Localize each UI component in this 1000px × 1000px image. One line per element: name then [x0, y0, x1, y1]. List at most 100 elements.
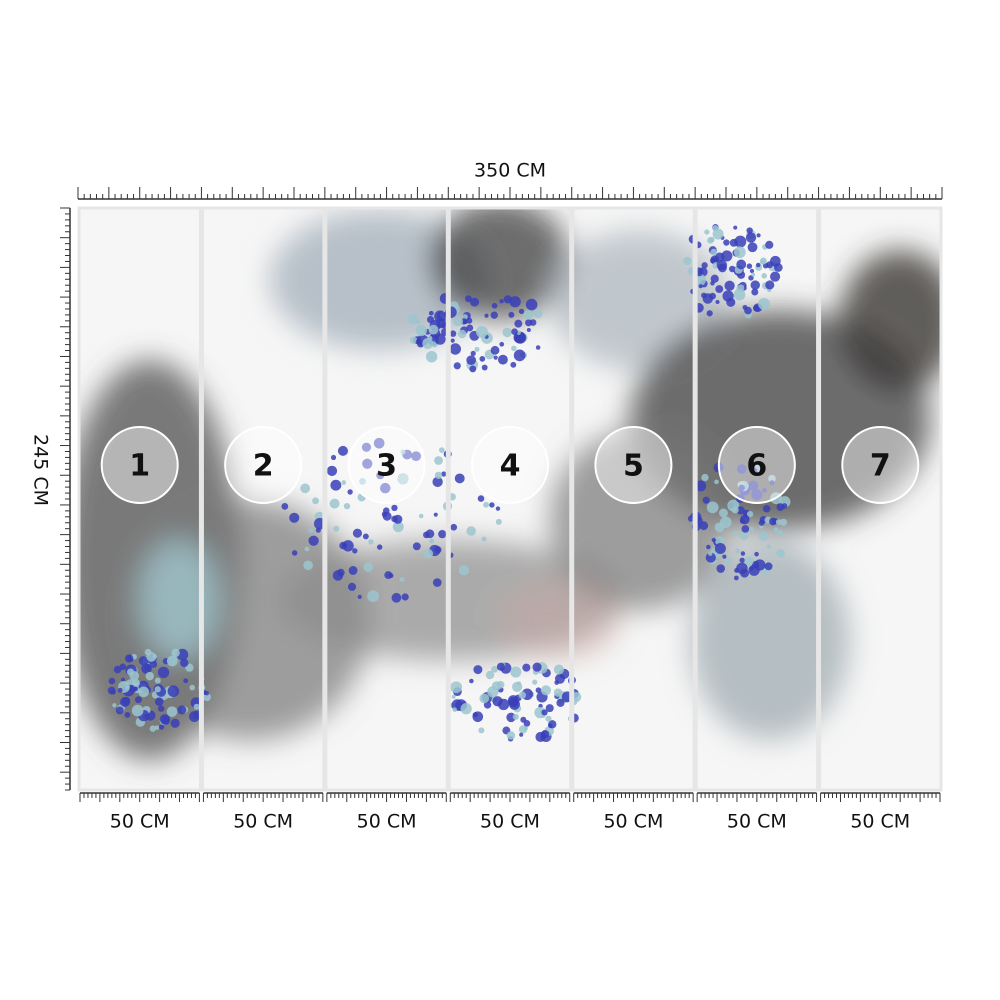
dot [532, 679, 538, 685]
dot [441, 322, 447, 329]
dot [514, 319, 523, 328]
number-badge [594, 426, 673, 504]
dot [758, 297, 770, 310]
dot [683, 256, 692, 266]
panel-frame [200, 206, 326, 792]
dot [128, 684, 137, 693]
dot [449, 343, 462, 355]
dot [516, 681, 522, 686]
dot [768, 474, 776, 483]
dot [458, 564, 470, 576]
dot [766, 544, 771, 549]
dot [739, 514, 750, 525]
dot [746, 263, 753, 269]
dot [342, 542, 347, 547]
dot [112, 703, 117, 708]
dot [472, 711, 484, 723]
dot [134, 696, 142, 704]
dot [368, 539, 374, 545]
dot [304, 546, 310, 552]
dot [479, 693, 490, 704]
dot [755, 262, 761, 268]
dot [751, 272, 756, 277]
dot [373, 437, 385, 449]
dot [473, 665, 483, 675]
dot [734, 235, 747, 248]
dot [532, 662, 542, 672]
dot [523, 726, 528, 731]
dot [409, 336, 418, 344]
dot [407, 313, 419, 325]
dot [512, 713, 519, 720]
dot [734, 567, 740, 573]
dot [739, 557, 745, 563]
panel-number: 6 [746, 449, 767, 484]
dot [765, 240, 774, 249]
panel-frame [324, 206, 449, 792]
dot [425, 529, 435, 539]
dot [518, 308, 525, 315]
dot [518, 691, 527, 699]
dot [706, 501, 719, 514]
dot [745, 232, 757, 243]
dot [762, 504, 771, 513]
height-label: 245 CM [30, 434, 52, 506]
number-badge [224, 426, 303, 504]
dot [748, 480, 759, 491]
dot [124, 654, 134, 663]
dot [511, 345, 517, 352]
dot [434, 333, 446, 345]
dot [418, 513, 424, 519]
dot [454, 473, 465, 484]
dot [701, 262, 708, 269]
dot [154, 697, 164, 707]
dot [490, 311, 498, 319]
dot [450, 338, 455, 343]
dot [376, 471, 385, 480]
dot [422, 337, 434, 349]
dot [747, 242, 758, 253]
dot [722, 554, 727, 559]
dot [337, 445, 348, 456]
dot [481, 536, 487, 542]
dot [525, 298, 538, 311]
panel-frame [77, 206, 202, 792]
dot [734, 548, 741, 554]
dot [469, 365, 477, 373]
panel-width-label: 50 CM [480, 811, 540, 833]
dot [450, 523, 458, 531]
dot [481, 364, 488, 371]
dot [166, 706, 178, 717]
dot [150, 660, 158, 668]
dot [502, 327, 512, 338]
dot [138, 656, 149, 666]
artwork [78, 208, 942, 790]
dot [701, 292, 707, 299]
dot [746, 510, 754, 518]
dot [764, 562, 773, 571]
dot [773, 263, 783, 272]
dot [415, 339, 421, 344]
dot [166, 655, 178, 667]
dot [754, 559, 766, 571]
dot [699, 521, 709, 531]
dot [474, 346, 480, 352]
dot [739, 531, 749, 541]
dot [491, 665, 498, 673]
dot [357, 594, 362, 599]
dot [189, 684, 196, 691]
dot [499, 298, 504, 304]
dot [352, 548, 358, 554]
dot [347, 489, 353, 495]
dot [202, 693, 212, 702]
width-label: 350 CM [474, 160, 546, 182]
dot [438, 447, 445, 453]
dot [493, 355, 498, 360]
dot [492, 696, 503, 707]
dot [376, 544, 383, 550]
dot [382, 511, 392, 521]
number-badge [471, 426, 549, 504]
dot [171, 648, 180, 658]
dot [708, 236, 715, 243]
dot [545, 704, 554, 713]
